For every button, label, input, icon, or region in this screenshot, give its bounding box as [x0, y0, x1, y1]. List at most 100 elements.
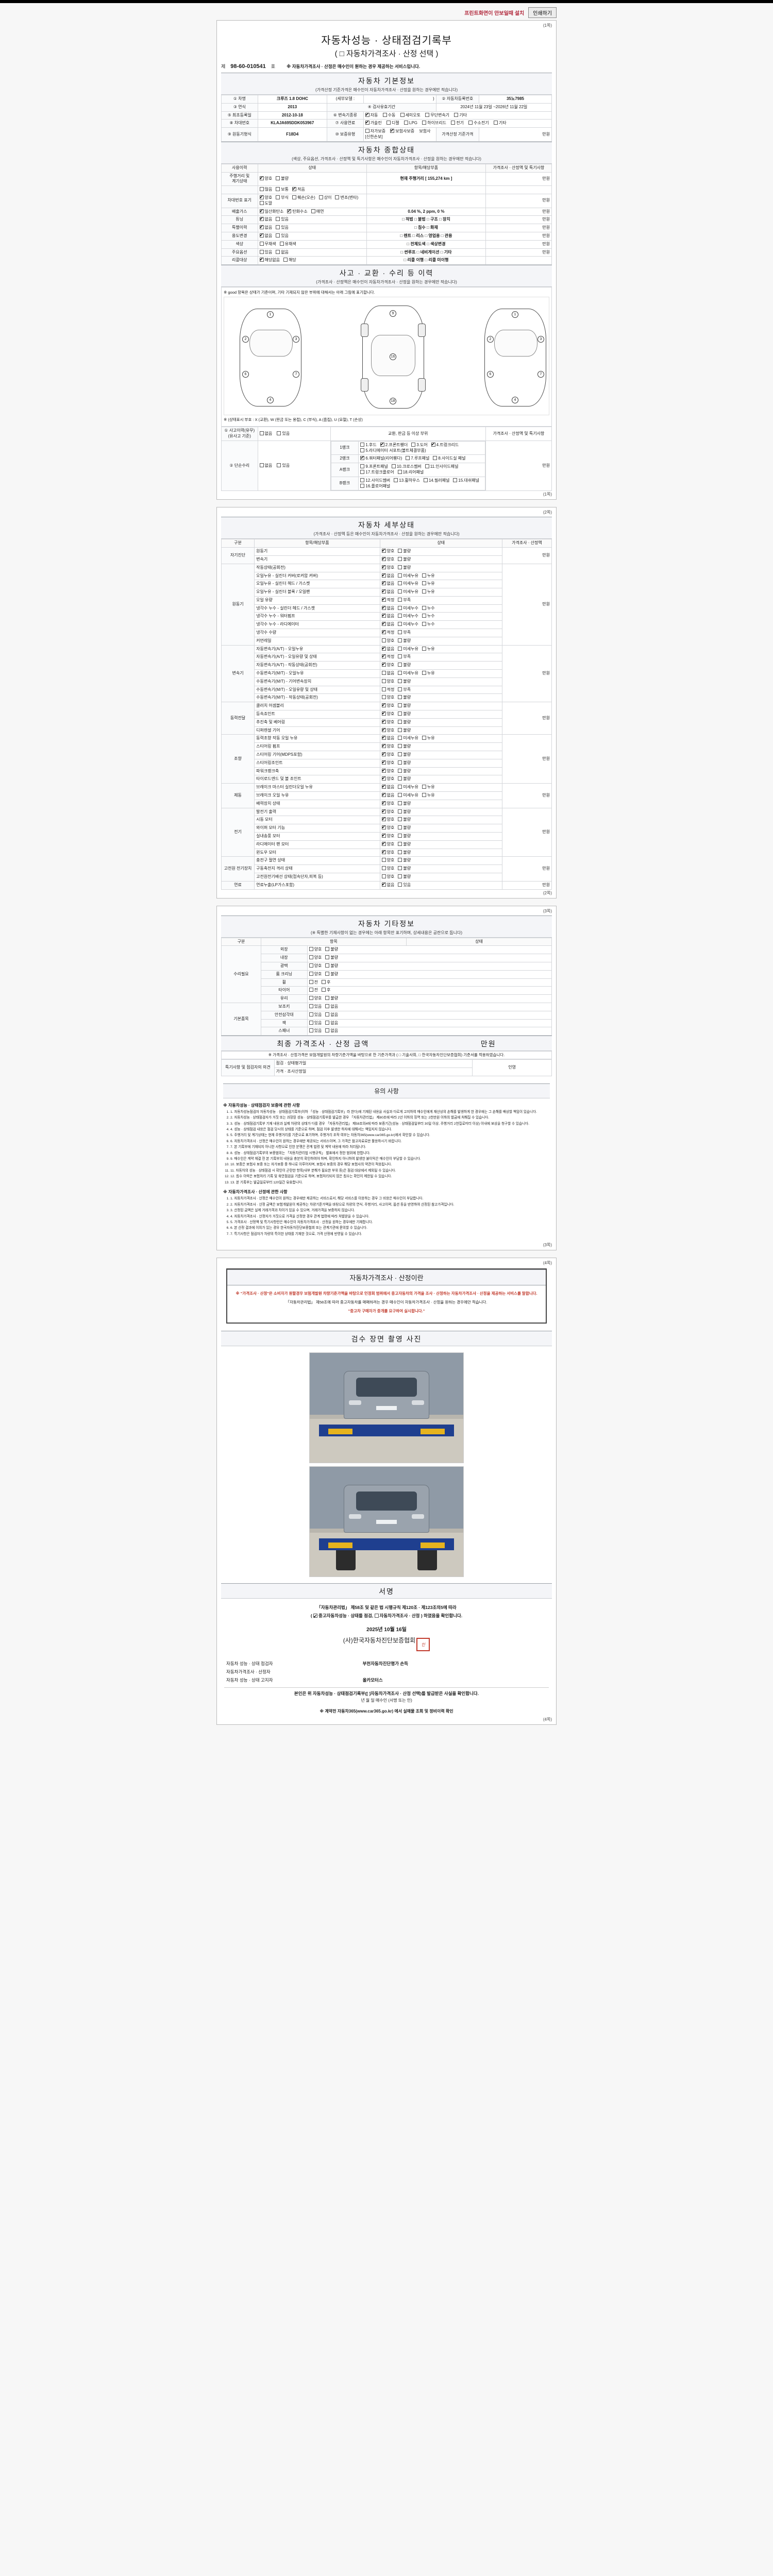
checkbox-icon[interactable]	[398, 752, 402, 757]
checkbox-icon[interactable]	[398, 703, 402, 708]
checkbox-icon[interactable]	[398, 809, 402, 814]
rank-0-item-2[interactable]: 3.도어	[411, 442, 428, 448]
rank-2-item-2[interactable]: 11.인사이드패널	[425, 464, 458, 470]
checkbox-icon[interactable]	[380, 441, 384, 447]
etc-1-0-opt-0[interactable]: 있음	[309, 1004, 322, 1010]
rank-1-item-2[interactable]: 8.사이드실 패널	[433, 456, 465, 462]
checkbox-icon[interactable]	[398, 581, 402, 586]
checkbox-icon[interactable]	[381, 751, 386, 757]
checkbox-icon[interactable]	[381, 671, 386, 675]
detail-1-9-opt-0[interactable]: 양호	[381, 638, 394, 644]
detail-4-5-opt-1[interactable]: 불량	[398, 776, 411, 782]
detail-1-5-opt-1[interactable]: 미세누수	[398, 605, 418, 612]
detail-1-0-state[interactable]: 양호 불량	[379, 564, 502, 572]
checkbox-icon[interactable]	[398, 671, 402, 675]
fuel-opt-1[interactable]: 디젤	[386, 121, 399, 126]
checkbox-icon[interactable]	[381, 653, 386, 659]
detail-6-3-opt-0[interactable]: 양호	[381, 832, 394, 839]
checkbox-icon[interactable]	[276, 187, 280, 192]
checkbox-icon[interactable]	[259, 256, 264, 262]
checkbox-icon[interactable]	[318, 195, 323, 199]
checkbox-icon[interactable]	[394, 478, 398, 482]
checkbox-icon[interactable]	[309, 1012, 313, 1016]
etc-0-5-opt-0[interactable]: 전	[309, 988, 318, 993]
etc-0-0-opt-0[interactable]: 양호	[309, 947, 322, 953]
detail-1-0-opt-0[interactable]: 양호	[381, 564, 394, 571]
checkbox-icon[interactable]	[309, 947, 313, 952]
simple-opt-yes[interactable]: 있음	[277, 463, 290, 469]
checkbox-icon[interactable]	[422, 793, 426, 798]
detail-5-2-state[interactable]: 양호 불량	[379, 800, 502, 808]
detail-1-1-opt-1[interactable]: 미세누유	[398, 573, 418, 579]
checkbox-icon[interactable]	[381, 742, 386, 749]
detail-2-0-opt-2[interactable]: 누유	[422, 646, 435, 652]
etc-0-0-state[interactable]: 양호 불량	[307, 945, 552, 955]
rank-2-item-0[interactable]: 9.프론트패널	[360, 464, 388, 470]
overall-7-opt-1[interactable]: 유채색	[279, 241, 296, 247]
checkbox-icon[interactable]	[398, 727, 402, 732]
rank-3-item-0[interactable]: 12.사이드멤버	[360, 478, 390, 484]
checkbox-icon[interactable]	[279, 241, 284, 246]
checkbox-icon[interactable]	[259, 249, 264, 254]
etc-0-4-opt-1[interactable]: 후	[322, 979, 330, 986]
mission-options[interactable]: 자동 수동 세미오토 무단변속기 기타	[363, 111, 552, 120]
detail-6-3-opt-1[interactable]: 불량	[398, 834, 411, 839]
overall-row-6-state[interactable]: 없음 있음	[257, 232, 367, 241]
rank-1-item-0[interactable]: 6.쿼터패널(리어휀다)	[360, 454, 402, 462]
checkbox-icon[interactable]	[325, 947, 330, 952]
rank-0-items[interactable]: 1.후드 2.프론트휀더 3.도어 4.트렁크리드 5.라디에이터 서포트(볼트체결부품…	[358, 441, 485, 455]
detail-1-4-state[interactable]: 적정 부족	[379, 596, 502, 605]
checkbox-icon[interactable]	[398, 866, 402, 871]
checkbox-icon[interactable]	[398, 711, 402, 716]
rank-2-item-3[interactable]: 17.트렁크플로어	[360, 469, 394, 476]
accident-opt-none[interactable]: 없음	[259, 431, 272, 437]
checkbox-icon[interactable]	[398, 858, 402, 862]
detail-4-4-opt-1[interactable]: 불량	[398, 768, 411, 774]
detail-2-2-opt-1[interactable]: 불량	[398, 663, 411, 668]
rank-3-item-2[interactable]: 14.필러패널	[423, 478, 449, 484]
checkbox-icon[interactable]	[309, 1004, 313, 1008]
checkbox-icon[interactable]	[365, 111, 369, 117]
detail-2-6-opt-1[interactable]: 불량	[398, 695, 411, 701]
detail-2-4-state[interactable]: 양호 불량	[379, 677, 502, 686]
detail-0-1-opt-1[interactable]: 불량	[398, 556, 411, 563]
checkbox-icon[interactable]	[374, 1613, 379, 1618]
checkbox-icon[interactable]	[381, 767, 386, 773]
overall-9-opt-1[interactable]: 해당	[283, 258, 296, 263]
detail-4-4-opt-0[interactable]: 양호	[381, 767, 394, 774]
detail-1-1-opt-0[interactable]: 없음	[381, 572, 394, 579]
checkbox-icon[interactable]	[400, 112, 405, 117]
checkbox-icon[interactable]	[309, 963, 313, 968]
detail-2-3-opt-0[interactable]: 없음	[381, 671, 394, 676]
rank-0-item-4[interactable]: 5.라디에이터 서포트(볼트체결부품)	[360, 448, 426, 454]
checkbox-icon[interactable]	[398, 834, 402, 838]
etc-1-1-state[interactable]: 있음 없음	[307, 1010, 552, 1020]
checkbox-icon[interactable]	[381, 580, 386, 586]
detail-6-3-state[interactable]: 양호 불량	[379, 832, 502, 841]
checkbox-icon[interactable]	[398, 785, 402, 789]
detail-2-4-opt-1[interactable]: 불량	[398, 679, 411, 685]
etc-1-2-state[interactable]: 있음 없음	[307, 1019, 552, 1028]
checkbox-icon[interactable]	[259, 175, 264, 181]
overall-3-opt-0[interactable]: 일산화탄소	[259, 208, 283, 215]
detail-1-2-opt-2[interactable]: 누유	[422, 581, 435, 587]
mission-opt-0[interactable]: 자동	[365, 111, 378, 118]
overall-row-8-state[interactable]: 있음 없음	[257, 248, 367, 257]
detail-5-0-opt-0[interactable]: 없음	[381, 783, 394, 790]
checkbox-icon[interactable]	[398, 638, 402, 642]
detail-6-4-opt-0[interactable]: 양호	[381, 840, 394, 848]
detail-1-1-opt-2[interactable]: 누유	[422, 573, 435, 579]
checkbox-icon[interactable]	[335, 195, 340, 199]
etc-0-4-opt-0[interactable]: 전	[309, 979, 318, 986]
checkbox-icon[interactable]	[381, 604, 386, 611]
overall-8-opt-1[interactable]: 없음	[276, 249, 289, 256]
checkbox-icon[interactable]	[386, 121, 391, 125]
checkbox-icon[interactable]	[325, 996, 330, 1001]
checkbox-icon[interactable]	[398, 589, 402, 594]
checkbox-icon[interactable]	[259, 200, 264, 205]
detail-0-1-state[interactable]: 양호 불량	[379, 555, 502, 564]
detail-4-5-opt-0[interactable]: 양호	[381, 775, 394, 782]
overall-2-opt-3[interactable]: 상이	[318, 195, 331, 201]
etc-1-1-opt-0[interactable]: 있음	[309, 1012, 322, 1018]
checkbox-icon[interactable]	[365, 119, 369, 126]
